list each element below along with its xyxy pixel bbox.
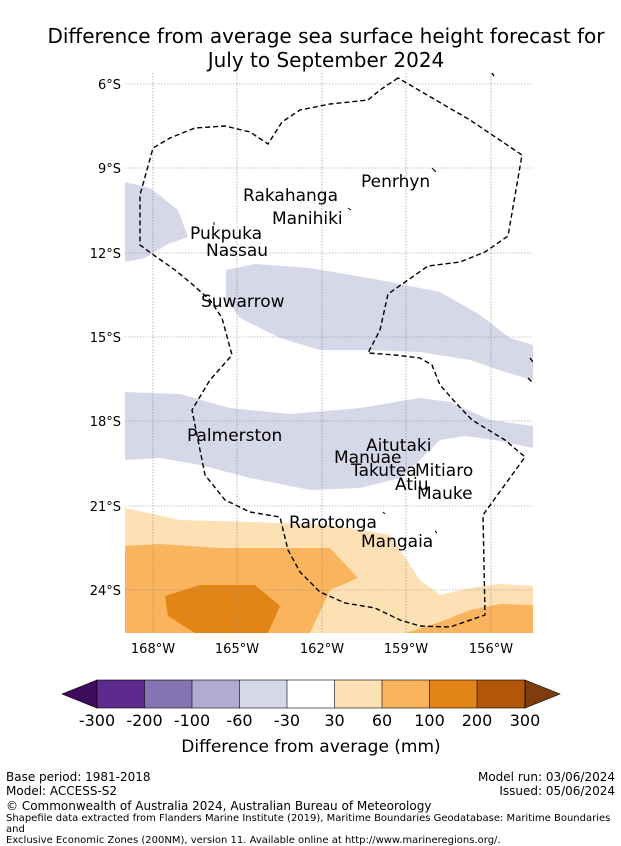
island-marker-rarotonga <box>382 511 386 515</box>
label-mangaia: Mangaia <box>361 532 433 552</box>
colorbar-swatch <box>477 680 525 708</box>
lat-tick: 15°S <box>90 331 121 346</box>
label-rarotonga: Rarotonga <box>289 513 377 533</box>
island-marker-penrhyn <box>431 167 437 173</box>
neg-band-northwest <box>125 182 188 262</box>
colorbar-tick: 60 <box>372 711 392 730</box>
footer-right: Model run: 03/06/2024 Issued: 05/06/2024 <box>478 770 615 798</box>
colorbar-swatch <box>144 680 192 708</box>
lat-tick: 21°S <box>90 500 121 515</box>
label-manuae: Manuae <box>334 448 402 468</box>
lat-tick: 9°S <box>98 162 121 177</box>
island-marker-mangaia <box>434 530 438 534</box>
shapefile-credit-line-2: Exclusive Economic Zones (200NM), versio… <box>6 835 501 846</box>
colorbar-label: Difference from average (mm) <box>181 737 440 757</box>
colorbar-tick: 200 <box>462 711 493 730</box>
colorbar-swatch <box>192 680 240 708</box>
colorbar-swatch <box>334 680 382 708</box>
colorbar-tick: -60 <box>226 711 252 730</box>
eez-boundary-stub-ne <box>491 73 495 77</box>
colorbar-tick: -30 <box>274 711 300 730</box>
colorbar-tick: 300 <box>510 711 541 730</box>
label-takutea: Takutea <box>350 461 417 481</box>
gridlines <box>125 73 533 633</box>
lon-tick: 159°W <box>384 642 428 657</box>
colorbar-swatch <box>97 680 145 708</box>
lat-tick: 18°S <box>90 415 121 430</box>
base-period: Base period: 1981-2018 <box>6 770 151 784</box>
map-panel <box>125 73 533 633</box>
label-mauke: Mauke <box>417 484 473 504</box>
label-palmerston: Palmerston <box>187 426 282 446</box>
label-aitutaki: Aitutaki <box>366 436 431 456</box>
pos-band-mid-southeast <box>405 604 533 633</box>
label-rakahanga: Rakahanga <box>243 186 338 206</box>
colorbar-swatch <box>382 680 430 708</box>
label-suwarrow: Suwarrow <box>201 292 285 312</box>
neg-band-south <box>125 392 533 490</box>
lon-tick: 162°W <box>300 642 344 657</box>
footer-left: Base period: 1981-2018 Model: ACCESS-S2 <box>6 770 151 798</box>
latitude-ticks: 6°S 9°S 12°S 15°S 18°S 21°S 24°S <box>90 78 121 599</box>
colorbar-swatch <box>239 680 287 708</box>
colorbar-tick: 30 <box>324 711 344 730</box>
colorbar-arrow-left <box>61 679 98 709</box>
eez-boundary-stub-e <box>527 377 533 384</box>
lon-tick: 165°W <box>215 642 259 657</box>
lat-tick: 12°S <box>90 247 121 262</box>
longitude-ticks: 168°W 165°W 162°W 159°W 156°W <box>131 642 513 657</box>
colorbar-tick: -300 <box>79 711 115 730</box>
pos-band-dark <box>165 585 280 633</box>
colorbar-swatch <box>287 680 335 708</box>
lon-tick: 156°W <box>469 642 513 657</box>
colorbar-tick: -200 <box>126 711 162 730</box>
label-nassau: Nassau <box>206 241 268 261</box>
copyright: © Commonwealth of Australia 2024, Austra… <box>6 799 432 813</box>
label-mitiaro: Mitiaro <box>415 461 473 481</box>
model-name: Model: ACCESS-S2 <box>6 784 118 798</box>
label-atiu: Atiu <box>395 475 429 495</box>
label-manihiki: Manihiki <box>272 209 343 229</box>
map-title: Difference from average sea surface heig… <box>0 24 621 72</box>
island-marker-manihiki <box>347 207 352 211</box>
shapefile-credit: Shapefile data extracted from Flanders M… <box>6 813 616 846</box>
shapefile-credit-line-1: Shapefile data extracted from Flanders M… <box>6 813 611 835</box>
model-run: Model run: 03/06/2024 <box>477 770 615 784</box>
title-line-1: Difference from average sea surface heig… <box>47 24 605 48</box>
colorbar-swatch <box>429 680 477 708</box>
lat-tick: 6°S <box>98 78 121 93</box>
colorbar: -300 -200 -100 -60 -30 30 60 100 200 300… <box>61 679 561 757</box>
issued-date: Issued: 05/06/2024 <box>499 784 615 798</box>
colorbar-arrow-right <box>524 679 561 709</box>
island-markers <box>213 167 438 534</box>
eez-boundary-stub-e2 <box>529 357 533 363</box>
place-labels: Penrhyn Rakahanga Manihiki Pukpuka Nassa… <box>187 172 473 552</box>
eez-boundary <box>139 77 526 628</box>
lon-tick: 168°W <box>131 642 175 657</box>
neg-band-central <box>226 264 533 380</box>
colorbar-tick: -100 <box>174 711 210 730</box>
colorbar-tick: 100 <box>414 711 445 730</box>
label-pukpuka: Pukpuka <box>190 224 262 244</box>
lat-tick: 24°S <box>90 584 121 599</box>
title-line-2: July to September 2024 <box>207 48 445 72</box>
label-penrhyn: Penrhyn <box>361 172 430 192</box>
